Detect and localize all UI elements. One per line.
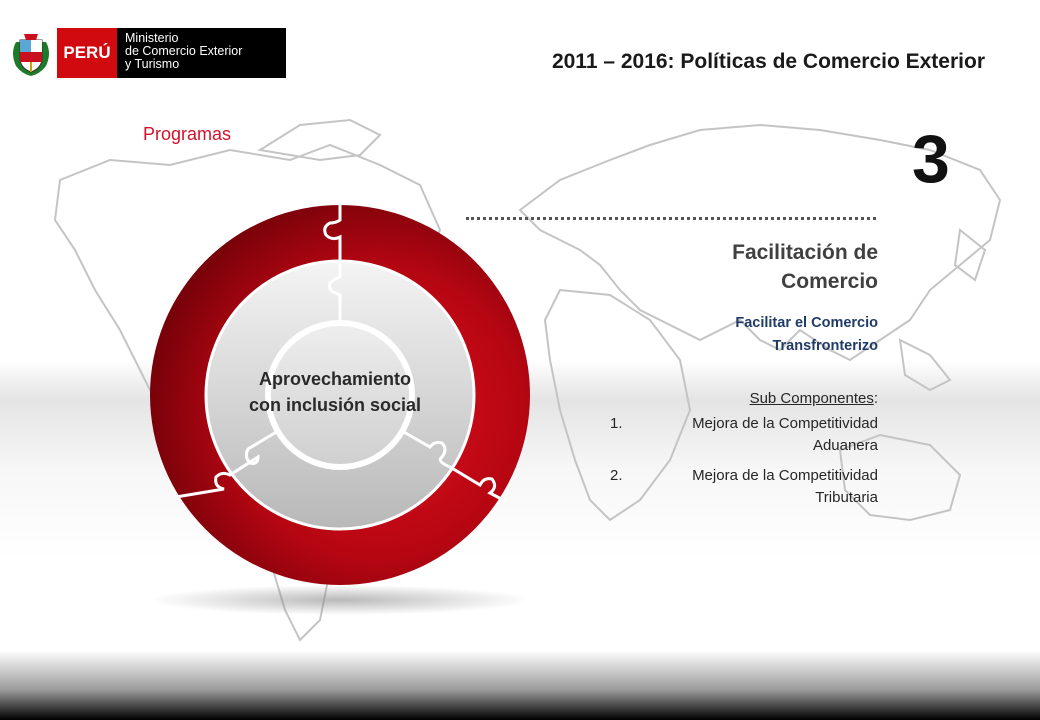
list-item-number: 2. [610, 467, 623, 484]
diagram-shadow [150, 585, 530, 615]
coat-of-arms-logo [8, 28, 54, 78]
logo-peru: PERÚ [57, 28, 117, 78]
program-number: 3 [912, 121, 950, 197]
coat-of-arms-icon [13, 34, 49, 76]
center-label-line: Aprovechamiento [258, 369, 412, 389]
list-item: 1. Mejora de la Competitividad Aduanera [548, 413, 878, 457]
subcomponents-colon: : [873, 390, 878, 407]
panel-subtitle-line: Facilitar el Comercio [735, 315, 878, 331]
logo-ministry-line: y Turismo [125, 57, 180, 71]
panel-subtitle-line: Transfronterizo [772, 338, 878, 354]
ministry-logo: PERÚ Ministerio de Comercio Exterior y T… [57, 28, 286, 78]
logo-ministry-line: de Comercio Exterior [125, 44, 243, 58]
puzzle-ring-diagram [150, 205, 530, 615]
puzzle-seam-right [401, 429, 506, 503]
puzzle-seam-top-inner [328, 261, 342, 323]
subcomponents-heading: Sub Componentes: [548, 390, 878, 407]
page-title: 2011 – 2016: Políticas de Comercio Exter… [551, 50, 985, 73]
subcomponents-list: 1. Mejora de la Competitividad Aduanera … [548, 413, 878, 509]
dotted-divider [466, 217, 876, 220]
list-item: 2. Mejora de la Competitividad Tributari… [548, 465, 878, 509]
panel-heading: Facilitación de Comercio [548, 238, 878, 296]
program-panel: Facilitación de Comercio Facilitar el Co… [548, 238, 878, 517]
panel-heading-line: Comercio [781, 270, 878, 293]
puzzle-seam-top [323, 205, 342, 261]
logo-ministry-text: Ministerio de Comercio Exterior y Turism… [117, 28, 286, 78]
diagram-center-label: Aprovechamiento con inclusión social [228, 366, 442, 418]
section-label: Programas [143, 124, 232, 144]
list-item-text: Mejora de la Competitividad Tributaria [692, 467, 878, 506]
center-label-line: con inclusión social [248, 395, 422, 415]
list-item-number: 1. [610, 415, 623, 432]
list-item-text: Mejora de la Competitividad Aduanera [692, 415, 878, 454]
panel-subtitle: Facilitar el Comercio Transfronterizo [548, 312, 878, 358]
subcomponents-label: Sub Componentes [749, 390, 874, 407]
puzzle-seam-left [175, 429, 279, 499]
panel-heading-line: Facilitación de [732, 241, 878, 264]
logo-ministry-line: Ministerio [125, 31, 179, 45]
